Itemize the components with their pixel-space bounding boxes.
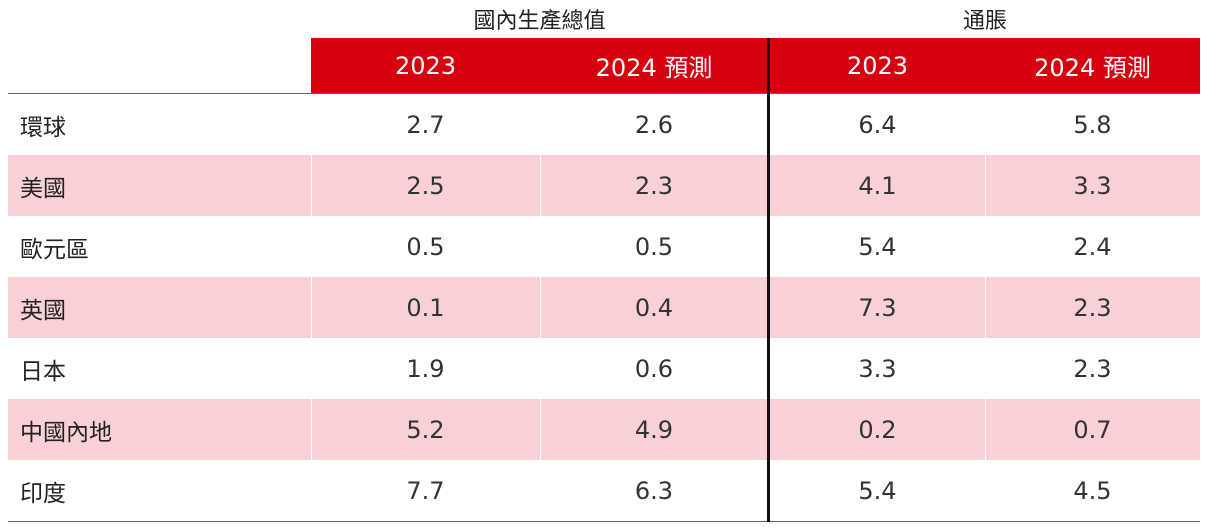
cell-divider [985,277,986,338]
cell-divider [985,399,986,460]
header-rule [8,93,1200,94]
inflation-2024-value: 5.8 [1073,110,1112,139]
row-label: 中國內地 [20,419,112,446]
inflation-2023-value: 5.4 [858,476,897,505]
year-header-band [311,38,1200,93]
gdp-2024-value: 0.4 [634,293,674,322]
row-label: 美國 [20,175,66,202]
row-label: 印度 [20,480,66,507]
gdp-2024-value: 4.9 [634,415,674,444]
group-divider [767,38,770,522]
gdp-2024-header: 2024 預測 [595,54,713,82]
row-label: 日本 [20,358,66,385]
cell-divider [540,399,541,460]
table-row: 環球 2.7 2.6 6.4 5.8 [8,94,1200,155]
inflation-2023-value: 6.4 [858,110,897,139]
cell-divider [540,155,541,216]
inflation-2024-value: 3.3 [1073,171,1112,200]
inflation-2023-value: 3.3 [858,354,897,383]
gdp-2023-value: 0.1 [406,293,445,322]
row-label: 英國 [20,297,66,324]
inflation-2024-value: 2.3 [1073,354,1112,383]
cell-divider [311,399,312,460]
gdp-2024-value: 6.3 [634,476,674,505]
table-row: 中國內地 5.2 4.9 0.2 0.7 [8,399,1200,460]
gdp-2023-header: 2023 [394,51,457,80]
inflation-2024-value: 0.7 [1073,415,1112,444]
inflation-2023-header: 2023 [846,51,909,80]
inflation-2024-value: 2.4 [1073,232,1112,261]
gdp-2023-value: 7.7 [406,476,445,505]
inflation-2024-header: 2024 預測 [1034,54,1151,82]
cell-divider [540,277,541,338]
row-label: 環球 [20,114,66,141]
gdp-2023-value: 0.5 [406,232,445,261]
table-row: 美國 2.5 2.3 4.1 3.3 [8,155,1200,216]
gdp-group-header: 國內生產總值 [473,9,606,34]
inflation-2023-value: 5.4 [858,232,897,261]
cell-divider [985,155,986,216]
inflation-2023-value: 7.3 [858,293,897,322]
table-bottom-rule [8,521,1200,522]
table-row: 英國 0.1 0.4 7.3 2.3 [8,277,1200,338]
inflation-2023-value: 4.1 [858,171,897,200]
gdp-2023-value: 1.9 [406,354,445,383]
gdp-2023-value: 2.7 [406,110,445,139]
inflation-2023-value: 0.2 [858,415,897,444]
gdp-2024-value: 2.3 [634,171,674,200]
gdp-2024-value: 2.6 [634,110,674,139]
gdp-2024-value: 0.6 [634,354,674,383]
inflation-2024-value: 4.5 [1073,476,1112,505]
cell-divider [311,155,312,216]
table-row: 印度 7.7 6.3 5.4 4.5 [8,460,1200,521]
cell-divider [311,277,312,338]
gdp-2023-value: 2.5 [406,171,445,200]
row-label: 歐元區 [20,236,89,263]
table-row: 日本 1.9 0.6 3.3 2.3 [8,338,1200,399]
table-row: 歐元區 0.5 0.5 5.4 2.4 [8,216,1200,277]
gdp-2024-value: 0.5 [634,232,674,261]
inflation-2024-value: 2.3 [1073,293,1112,322]
gdp-2023-value: 5.2 [406,415,445,444]
inflation-group-header: 通脹 [962,9,1007,34]
